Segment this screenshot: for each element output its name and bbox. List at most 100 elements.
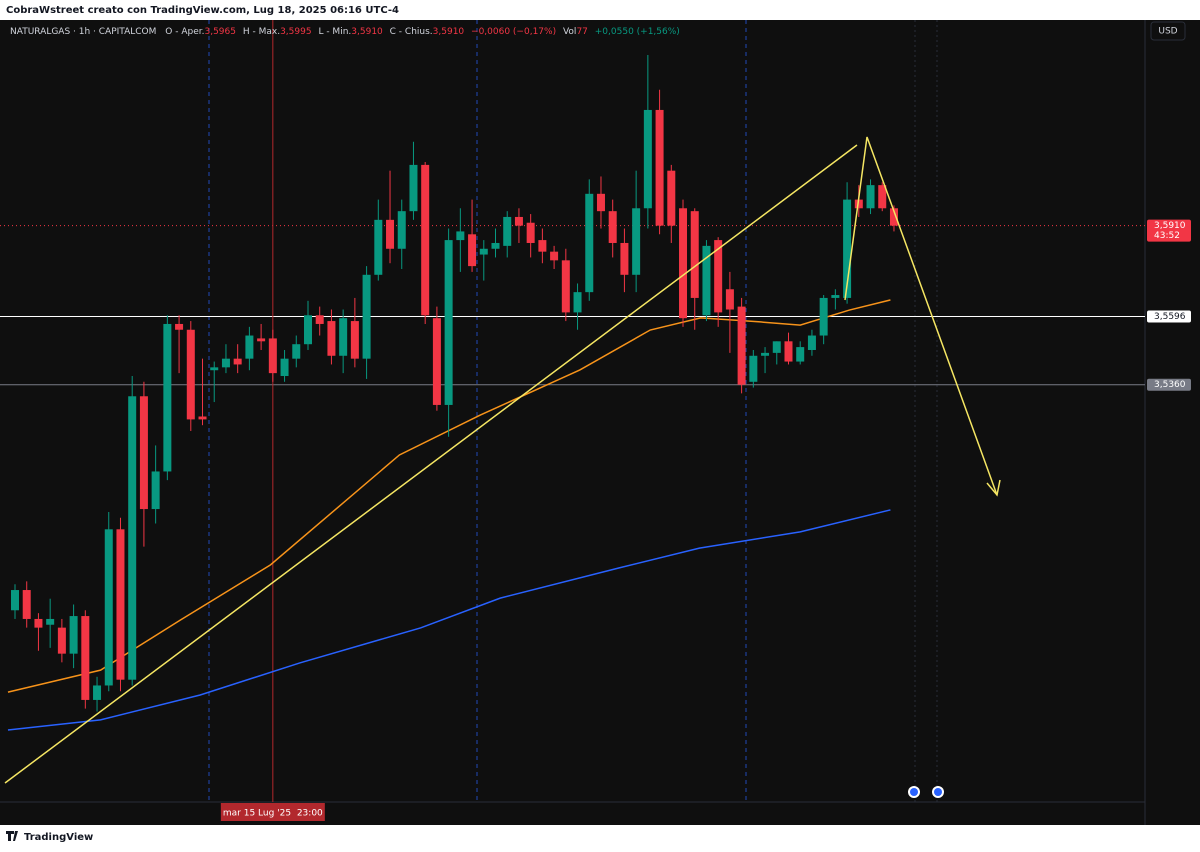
crosshair-label-box bbox=[220, 803, 325, 821]
candle-body bbox=[526, 222, 535, 243]
candle-body bbox=[784, 341, 793, 362]
candle-body bbox=[81, 616, 90, 700]
candle-body bbox=[128, 396, 137, 680]
arrow-head bbox=[986, 479, 1001, 497]
candle-body bbox=[503, 216, 512, 246]
candle-body bbox=[386, 219, 395, 249]
candle-body bbox=[11, 590, 20, 611]
crosshair-label: mar 15 Lug '25 23:00 bbox=[223, 809, 323, 819]
candle-body bbox=[409, 164, 418, 212]
candle-body bbox=[854, 199, 863, 209]
brand: TradingView bbox=[24, 832, 93, 843]
future-lines bbox=[914, 20, 938, 802]
candle-body bbox=[292, 344, 301, 359]
candle-body bbox=[198, 416, 207, 420]
candle-body bbox=[233, 358, 242, 365]
candle-body bbox=[608, 211, 617, 243]
candle-body bbox=[667, 170, 676, 226]
candle-body bbox=[151, 471, 160, 510]
top-bar bbox=[0, 0, 1200, 20]
candle-body bbox=[116, 529, 125, 680]
candle-body bbox=[620, 242, 629, 275]
candle-body bbox=[22, 590, 31, 619]
currency: USD bbox=[1158, 27, 1177, 37]
legend-label: H - Max. bbox=[243, 27, 280, 37]
candle-body bbox=[46, 618, 55, 625]
legend-label: O - Aper. bbox=[165, 27, 204, 37]
candle-body bbox=[315, 315, 324, 324]
legend-value: 3,5910 bbox=[433, 27, 465, 37]
candle-body bbox=[327, 321, 336, 356]
legend-value: 3,5995 bbox=[280, 27, 312, 37]
event-flag-inner bbox=[910, 788, 918, 796]
candle-body bbox=[339, 318, 348, 356]
candles-layer bbox=[11, 54, 898, 712]
candle-body bbox=[737, 306, 746, 385]
candle-body bbox=[491, 242, 500, 249]
event-flags bbox=[908, 786, 944, 798]
candle-body bbox=[807, 335, 816, 350]
candle-body bbox=[444, 240, 453, 405]
candle-body bbox=[725, 289, 734, 310]
candle-body bbox=[831, 295, 840, 298]
candle-body bbox=[374, 219, 383, 275]
candle-body bbox=[772, 341, 781, 353]
price-label-box bbox=[1147, 310, 1191, 323]
candle-body bbox=[93, 685, 102, 700]
candle-body bbox=[690, 211, 699, 298]
candle-body bbox=[421, 164, 430, 316]
bottom-bar bbox=[0, 825, 1200, 848]
price-label: 3,5360 bbox=[1154, 380, 1186, 390]
candle-body bbox=[632, 208, 641, 275]
candle-body bbox=[468, 234, 477, 267]
volume: 77 bbox=[576, 27, 587, 37]
candle-body bbox=[186, 329, 195, 420]
candle-body bbox=[866, 185, 875, 209]
candle-body bbox=[655, 109, 664, 226]
candle-body bbox=[714, 240, 723, 313]
candle-body bbox=[456, 231, 465, 241]
legend-value: 3,5965 bbox=[204, 27, 236, 37]
candle-body bbox=[139, 396, 148, 510]
candle-body bbox=[350, 321, 359, 359]
candle-body bbox=[561, 260, 570, 313]
candle-body bbox=[702, 245, 711, 316]
price-label: 3,5910 bbox=[1154, 221, 1186, 231]
candle-body bbox=[796, 347, 805, 362]
currency-box[interactable] bbox=[1150, 21, 1186, 41]
caption: CobraWstreet creato con TradingView.com,… bbox=[6, 5, 399, 16]
candle-body bbox=[889, 208, 898, 226]
candle-body bbox=[479, 248, 488, 255]
candle-body bbox=[596, 193, 605, 212]
candle-body bbox=[397, 211, 406, 249]
candle-body bbox=[843, 199, 852, 298]
candle-body bbox=[550, 251, 559, 261]
legend-label: L - Min. bbox=[318, 27, 351, 37]
candle-body bbox=[514, 216, 523, 226]
projection-path bbox=[844, 136, 998, 496]
candle-body bbox=[245, 335, 254, 359]
candle-body bbox=[538, 240, 547, 252]
candle-body bbox=[303, 315, 312, 345]
legend: NATURALGAS · 1h · CAPITALCOM O - Aper.3,… bbox=[10, 27, 680, 37]
ma-line bbox=[7, 299, 891, 693]
series-layer bbox=[7, 299, 891, 731]
candle-body bbox=[362, 274, 371, 359]
candle-body bbox=[175, 323, 184, 330]
candle-body bbox=[57, 627, 66, 654]
chart-background bbox=[0, 20, 1200, 825]
legend-value: 3,5910 bbox=[351, 27, 383, 37]
candle-body bbox=[221, 358, 230, 368]
candle-body bbox=[163, 323, 172, 472]
volume-label: Vol bbox=[563, 27, 576, 37]
legend-label: C - Chius. bbox=[390, 27, 433, 37]
candle-body bbox=[210, 367, 219, 371]
price-label-box bbox=[1147, 219, 1191, 242]
trendline bbox=[4, 144, 858, 784]
candle-body bbox=[878, 185, 887, 209]
candle-body bbox=[585, 193, 594, 293]
brand-logo bbox=[6, 831, 18, 841]
candle-body bbox=[280, 358, 289, 377]
